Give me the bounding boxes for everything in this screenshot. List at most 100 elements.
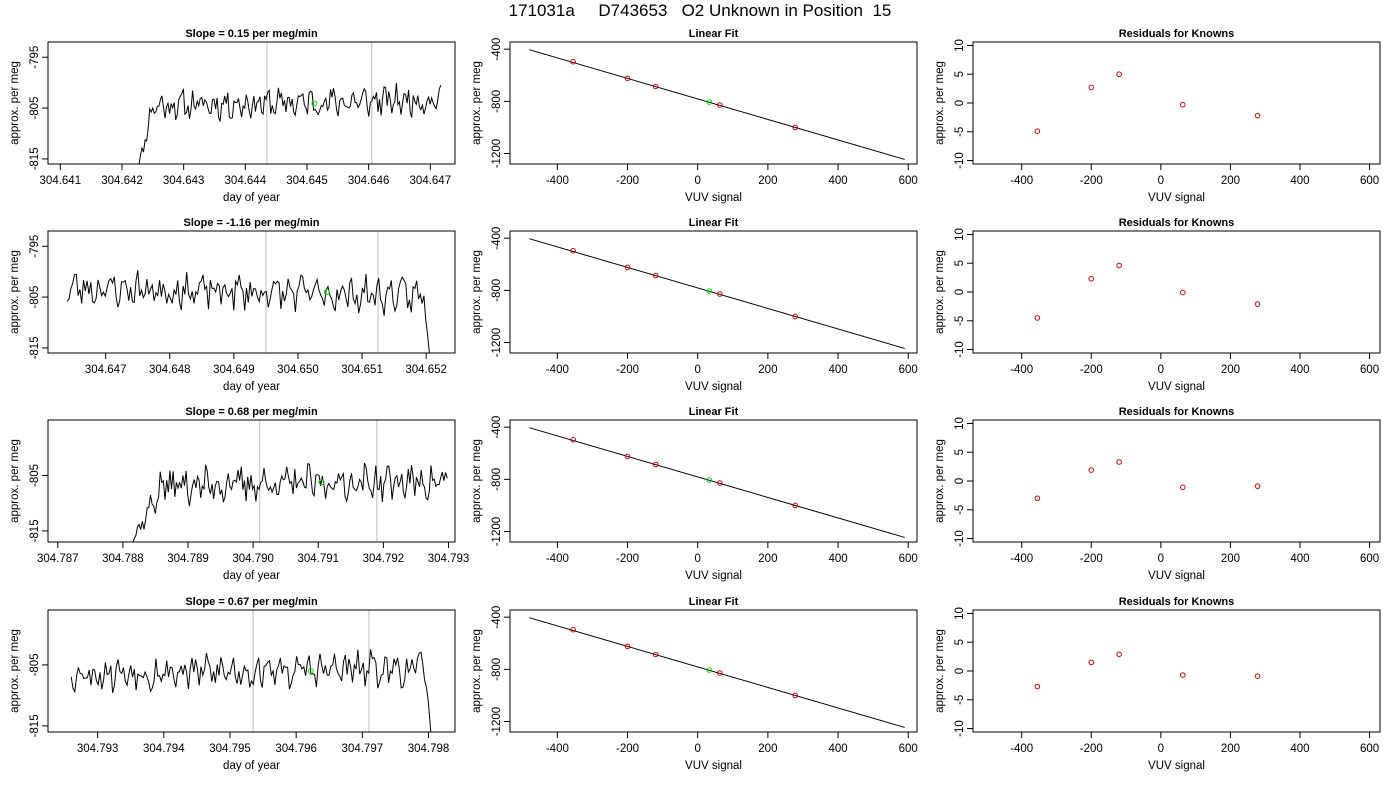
y-tick-label: 5 — [954, 639, 966, 645]
x-tick-label: 0 — [695, 364, 701, 376]
x-tick-label: 200 — [758, 175, 777, 187]
y-tick-label: 10 — [954, 607, 966, 620]
y-tick-label: 0 — [954, 478, 966, 484]
known-point — [570, 247, 576, 254]
panel-title: Linear Fit — [689, 28, 739, 40]
residual-point — [1254, 673, 1261, 679]
y-tick-label: -800 — [491, 658, 503, 681]
x-tick-label: 600 — [1360, 743, 1379, 755]
plot-area — [1034, 71, 1261, 134]
y-tick-label: 10 — [954, 39, 966, 52]
known-point — [652, 461, 659, 468]
plot-area — [529, 617, 905, 728]
x-tick-label: 600 — [899, 743, 918, 755]
y-axis-label: approx. per meg — [934, 439, 946, 523]
plot-area — [529, 49, 905, 160]
y-tick-label: -815 — [29, 147, 41, 170]
x-tick-label: -200 — [616, 743, 639, 755]
known-point — [570, 436, 576, 443]
y-tick-label: 0 — [954, 289, 966, 295]
chart-panel-linear-fit-1: Linear Fit -400 -200 0 200 400 600 -400 -800 -120… — [471, 217, 918, 393]
x-tick-label: 304.648 — [149, 364, 191, 376]
y-tick-label: -5 — [954, 505, 966, 515]
chart-panel-linear-fit-2: Linear Fit -400 -200 0 200 400 600 -400 -800 -120… — [471, 406, 918, 582]
x-tick-label: 304.646 — [348, 175, 390, 187]
y-axis-label: approx. per meg — [9, 439, 21, 523]
known-point — [652, 272, 659, 279]
x-tick-label: 200 — [1221, 175, 1240, 187]
plot-area — [529, 238, 905, 349]
y-tick-label: -795 — [29, 46, 41, 69]
plot-area — [1034, 459, 1261, 502]
x-tick-label: -400 — [546, 175, 569, 187]
x-tick-label: 600 — [1360, 553, 1379, 565]
x-tick-label: 400 — [1290, 175, 1309, 187]
panel-title: Slope = 0.68 per meg/min — [185, 406, 318, 418]
residual-point — [1179, 672, 1186, 678]
x-tick-label: 600 — [899, 175, 918, 187]
residual-point — [1116, 71, 1122, 78]
known-point — [652, 651, 659, 658]
residual-point — [1179, 484, 1186, 491]
x-tick-label: 0 — [1158, 553, 1164, 565]
known-point — [792, 692, 799, 699]
plot-frame — [47, 419, 456, 543]
y-tick-label: -800 — [491, 468, 503, 491]
x-tick-label: 304.795 — [209, 743, 251, 755]
x-tick-label: 400 — [1290, 364, 1309, 376]
x-tick-label: 400 — [828, 553, 847, 565]
plot-frame — [47, 609, 456, 733]
x-tick-label: -200 — [1080, 553, 1103, 565]
x-tick-label: 304.792 — [363, 553, 405, 565]
x-tick-label: 304.797 — [342, 743, 384, 755]
x-tick-label: 400 — [828, 743, 847, 755]
unknown-mean-marker — [307, 668, 314, 674]
x-axis-label: VUV signal — [685, 570, 742, 582]
x-tick-label: -400 — [1010, 175, 1033, 187]
chart-panel-residuals-1: Residuals for Knowns -400 -200 0 200 400 600 -1… — [934, 217, 1381, 393]
y-tick-label: -805 — [29, 97, 41, 120]
fit-line — [529, 617, 905, 728]
residual-point — [1116, 459, 1122, 465]
fit-line — [529, 427, 905, 538]
x-axis-label: VUV signal — [685, 192, 742, 204]
known-point — [624, 453, 631, 460]
residual-point — [1088, 659, 1095, 666]
signal-trace — [66, 270, 430, 353]
x-tick-label: -400 — [546, 743, 569, 755]
x-tick-label: 304.793 — [77, 743, 119, 755]
y-tick-label: -805 — [29, 653, 41, 676]
panel-title: Linear Fit — [689, 406, 739, 418]
known-point — [792, 502, 799, 509]
x-tick-label: 400 — [828, 364, 847, 376]
y-tick-label: -10 — [954, 720, 966, 737]
x-tick-label: 304.645 — [286, 175, 328, 187]
residual-point — [1088, 467, 1095, 473]
x-tick-label: 200 — [1221, 553, 1240, 565]
y-tick-label: -800 — [491, 279, 503, 302]
y-tick-label: -1200 — [491, 517, 503, 546]
y-axis-label: approx. per meg — [471, 629, 483, 713]
signal-trace — [138, 83, 442, 164]
panel-title: Slope = 0.67 per meg/min — [185, 596, 318, 608]
chart-panel-residuals-2: Residuals for Knowns -400 -200 0 200 400 600 -1… — [934, 406, 1381, 582]
x-tick-label: -200 — [1080, 743, 1103, 755]
y-tick-label: -800 — [491, 90, 503, 113]
y-tick-label: 5 — [954, 260, 966, 266]
y-axis-label: approx. per meg — [471, 61, 483, 145]
plot-area — [132, 420, 448, 542]
x-tick-label: 304.649 — [213, 364, 255, 376]
residual-point — [1034, 315, 1041, 321]
x-axis-label: day of year — [223, 192, 280, 204]
y-tick-label: -5 — [954, 695, 966, 705]
panel-title: Residuals for Knowns — [1119, 406, 1235, 418]
x-tick-label: 304.788 — [102, 553, 144, 565]
y-tick-label: -400 — [491, 227, 503, 250]
x-tick-label: -400 — [1010, 553, 1033, 565]
fit-line — [529, 49, 905, 160]
fit-line — [529, 238, 905, 349]
y-tick-label: -1200 — [491, 707, 503, 736]
x-tick-label: 304.642 — [101, 175, 143, 187]
plot-frame — [509, 230, 918, 354]
known-point — [624, 643, 631, 650]
